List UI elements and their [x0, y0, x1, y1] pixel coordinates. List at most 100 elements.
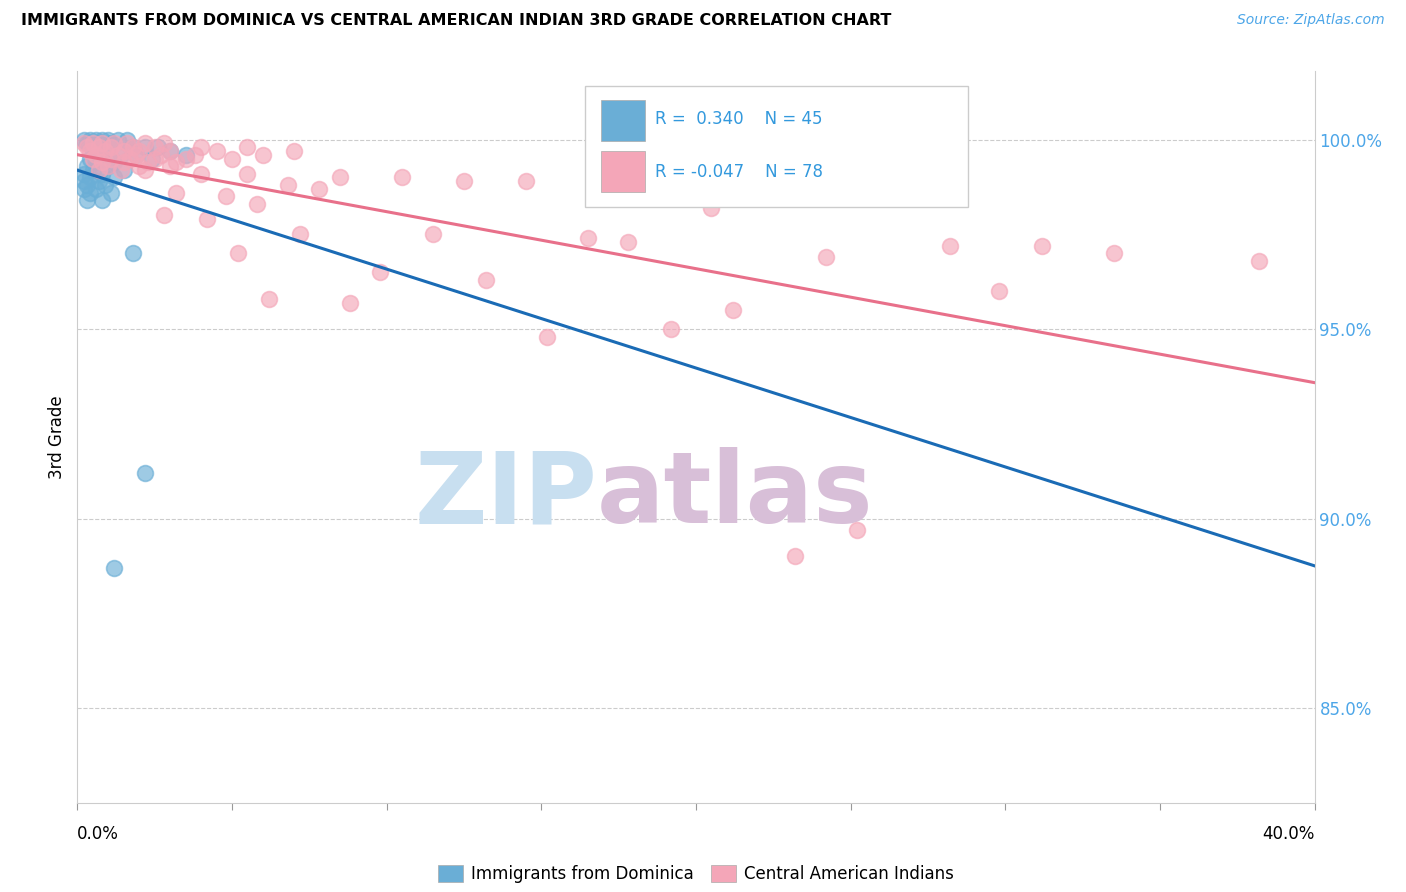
- Point: [118, 152, 141, 166]
- Point: [783, 549, 806, 564]
- FancyBboxPatch shape: [585, 86, 969, 207]
- Point: [329, 170, 352, 185]
- Point: [159, 144, 181, 158]
- Point: [82, 152, 104, 166]
- Point: [308, 182, 330, 196]
- Point: [576, 231, 599, 245]
- Point: [87, 174, 110, 188]
- Point: [277, 178, 299, 192]
- Point: [721, 303, 744, 318]
- Point: [122, 246, 145, 260]
- Point: [515, 174, 537, 188]
- Point: [94, 144, 117, 158]
- Point: [72, 174, 94, 188]
- Point: [100, 136, 122, 151]
- Point: [226, 246, 249, 260]
- Point: [153, 136, 176, 151]
- Point: [195, 212, 218, 227]
- Point: [91, 155, 114, 169]
- Point: [221, 152, 243, 166]
- Text: R = -0.047    N = 78: R = -0.047 N = 78: [655, 162, 823, 180]
- Point: [110, 162, 132, 177]
- Point: [215, 189, 238, 203]
- Point: [474, 273, 496, 287]
- Point: [97, 159, 120, 173]
- Point: [79, 152, 101, 166]
- Text: atlas: atlas: [598, 447, 873, 544]
- Text: ZIP: ZIP: [415, 447, 598, 544]
- Point: [91, 152, 114, 166]
- Point: [391, 170, 413, 185]
- Point: [72, 167, 94, 181]
- Point: [174, 147, 197, 161]
- Point: [205, 144, 228, 158]
- Point: [76, 159, 98, 173]
- Point: [125, 147, 148, 161]
- Point: [143, 140, 166, 154]
- Point: [72, 136, 94, 151]
- Point: [79, 144, 101, 158]
- Point: [79, 170, 101, 185]
- Point: [165, 186, 187, 200]
- Point: [76, 140, 98, 154]
- Point: [76, 136, 98, 151]
- Point: [1102, 246, 1125, 260]
- Point: [159, 159, 181, 173]
- Point: [87, 140, 110, 154]
- Point: [159, 144, 181, 158]
- Point: [1031, 238, 1053, 252]
- FancyBboxPatch shape: [600, 100, 645, 141]
- Point: [370, 265, 392, 279]
- Point: [91, 193, 114, 207]
- Point: [165, 155, 187, 169]
- Point: [84, 155, 107, 169]
- Text: 0.0%: 0.0%: [77, 825, 120, 843]
- Point: [149, 147, 172, 161]
- Point: [153, 208, 176, 222]
- Point: [82, 136, 104, 151]
- Point: [112, 162, 135, 177]
- Point: [115, 132, 138, 146]
- Point: [659, 322, 682, 336]
- Point: [103, 136, 125, 151]
- Legend: Immigrants from Dominica, Central American Indians: Immigrants from Dominica, Central Americ…: [432, 858, 960, 889]
- Point: [257, 292, 280, 306]
- Point: [94, 144, 117, 158]
- Point: [91, 167, 114, 181]
- Y-axis label: 3rd Grade: 3rd Grade: [48, 395, 66, 479]
- Point: [110, 147, 132, 161]
- Point: [82, 144, 104, 158]
- Point: [184, 147, 207, 161]
- Point: [814, 250, 837, 264]
- Point: [138, 155, 160, 169]
- Point: [845, 523, 868, 537]
- Point: [72, 182, 94, 196]
- Point: [146, 140, 169, 154]
- Point: [84, 147, 107, 161]
- Point: [94, 178, 117, 192]
- Point: [236, 167, 259, 181]
- Point: [72, 132, 94, 146]
- Point: [112, 144, 135, 158]
- Text: IMMIGRANTS FROM DOMINICA VS CENTRAL AMERICAN INDIAN 3RD GRADE CORRELATION CHART: IMMIGRANTS FROM DOMINICA VS CENTRAL AMER…: [21, 13, 891, 29]
- Point: [79, 186, 101, 200]
- Point: [100, 186, 122, 200]
- Point: [87, 136, 110, 151]
- Text: Source: ZipAtlas.com: Source: ZipAtlas.com: [1237, 13, 1385, 28]
- Point: [76, 178, 98, 192]
- Point: [128, 159, 150, 173]
- Point: [112, 155, 135, 169]
- Point: [79, 132, 101, 146]
- Point: [134, 162, 156, 177]
- Point: [190, 167, 212, 181]
- Point: [283, 144, 305, 158]
- Point: [453, 174, 475, 188]
- Point: [100, 140, 122, 154]
- Point: [103, 155, 125, 169]
- Point: [246, 197, 269, 211]
- Point: [700, 201, 723, 215]
- Point: [134, 136, 156, 151]
- Point: [536, 329, 558, 343]
- Point: [84, 132, 107, 146]
- Point: [143, 152, 166, 166]
